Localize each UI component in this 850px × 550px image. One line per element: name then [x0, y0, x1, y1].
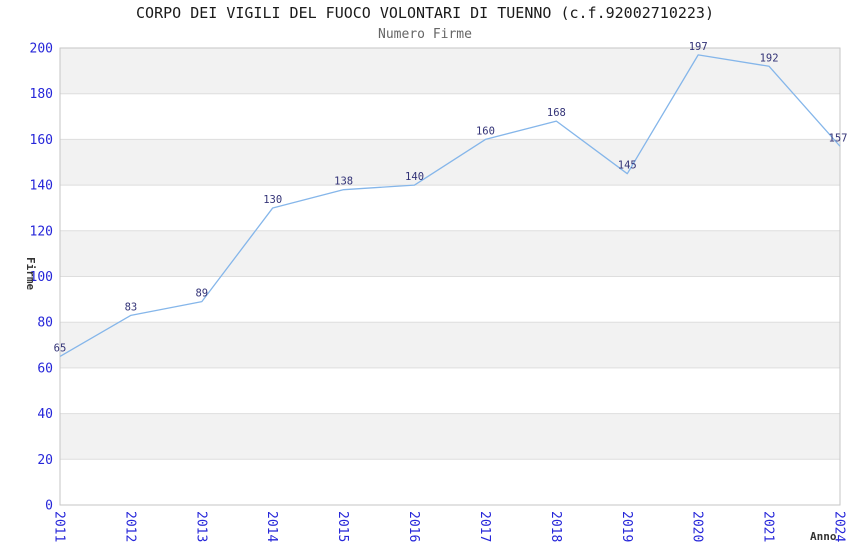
- chart-subtitle: Numero Firme: [378, 27, 472, 42]
- x-tick-label: 2015: [335, 511, 350, 542]
- x-tick-label: 2011: [52, 511, 67, 542]
- data-point-label: 145: [618, 160, 637, 172]
- x-tick-label: 2019: [619, 511, 634, 542]
- y-tick-label: 80: [37, 316, 53, 331]
- data-point-label: 197: [689, 41, 708, 53]
- data-point-label: 168: [547, 107, 566, 119]
- x-tick-label: 2020: [690, 511, 705, 542]
- chart-title: CORPO DEI VIGILI DEL FUOCO VOLONTARI DI …: [136, 4, 714, 22]
- plot-band: [60, 230, 840, 277]
- y-axis-label: Firme: [24, 257, 37, 291]
- plot-band: [60, 322, 840, 368]
- x-axis-label: Anno: [810, 530, 837, 543]
- data-point-label: 192: [760, 52, 779, 64]
- x-tick-label: 2018: [548, 511, 563, 542]
- plot-band: [60, 413, 840, 460]
- x-tick-label: 2021: [761, 511, 776, 542]
- plot-band: [60, 48, 840, 94]
- y-tick-label: 20: [37, 453, 53, 468]
- y-tick-label: 40: [37, 407, 53, 422]
- data-point-label: 140: [405, 171, 424, 183]
- x-tick-label: 2013: [193, 511, 208, 542]
- plot-border: [59, 47, 841, 506]
- data-point-label: 160: [476, 125, 495, 137]
- y-tick-label: 60: [37, 361, 53, 376]
- y-tick-label: 140: [30, 179, 53, 194]
- y-tick-label: 0: [45, 499, 53, 514]
- data-point-label: 83: [125, 301, 138, 313]
- data-point-label: 89: [195, 288, 208, 300]
- x-tick-label: 2024: [832, 511, 847, 542]
- y-tick-label: 180: [30, 87, 53, 102]
- x-tick-label: 2012: [122, 511, 137, 542]
- x-tick-label: 2016: [406, 511, 421, 542]
- data-point-label: 157: [829, 132, 848, 144]
- data-point-label: 65: [54, 342, 67, 354]
- y-tick-label: 160: [30, 133, 53, 148]
- x-tick-label: 2014: [264, 511, 279, 542]
- data-line: [59, 54, 841, 358]
- y-tick-label: 200: [30, 42, 53, 57]
- data-point-label: 130: [263, 194, 282, 206]
- data-point-label: 138: [334, 176, 353, 188]
- y-tick-label: 120: [30, 224, 53, 239]
- y-tick-label: 100: [30, 270, 53, 285]
- x-tick-label: 2017: [477, 511, 492, 542]
